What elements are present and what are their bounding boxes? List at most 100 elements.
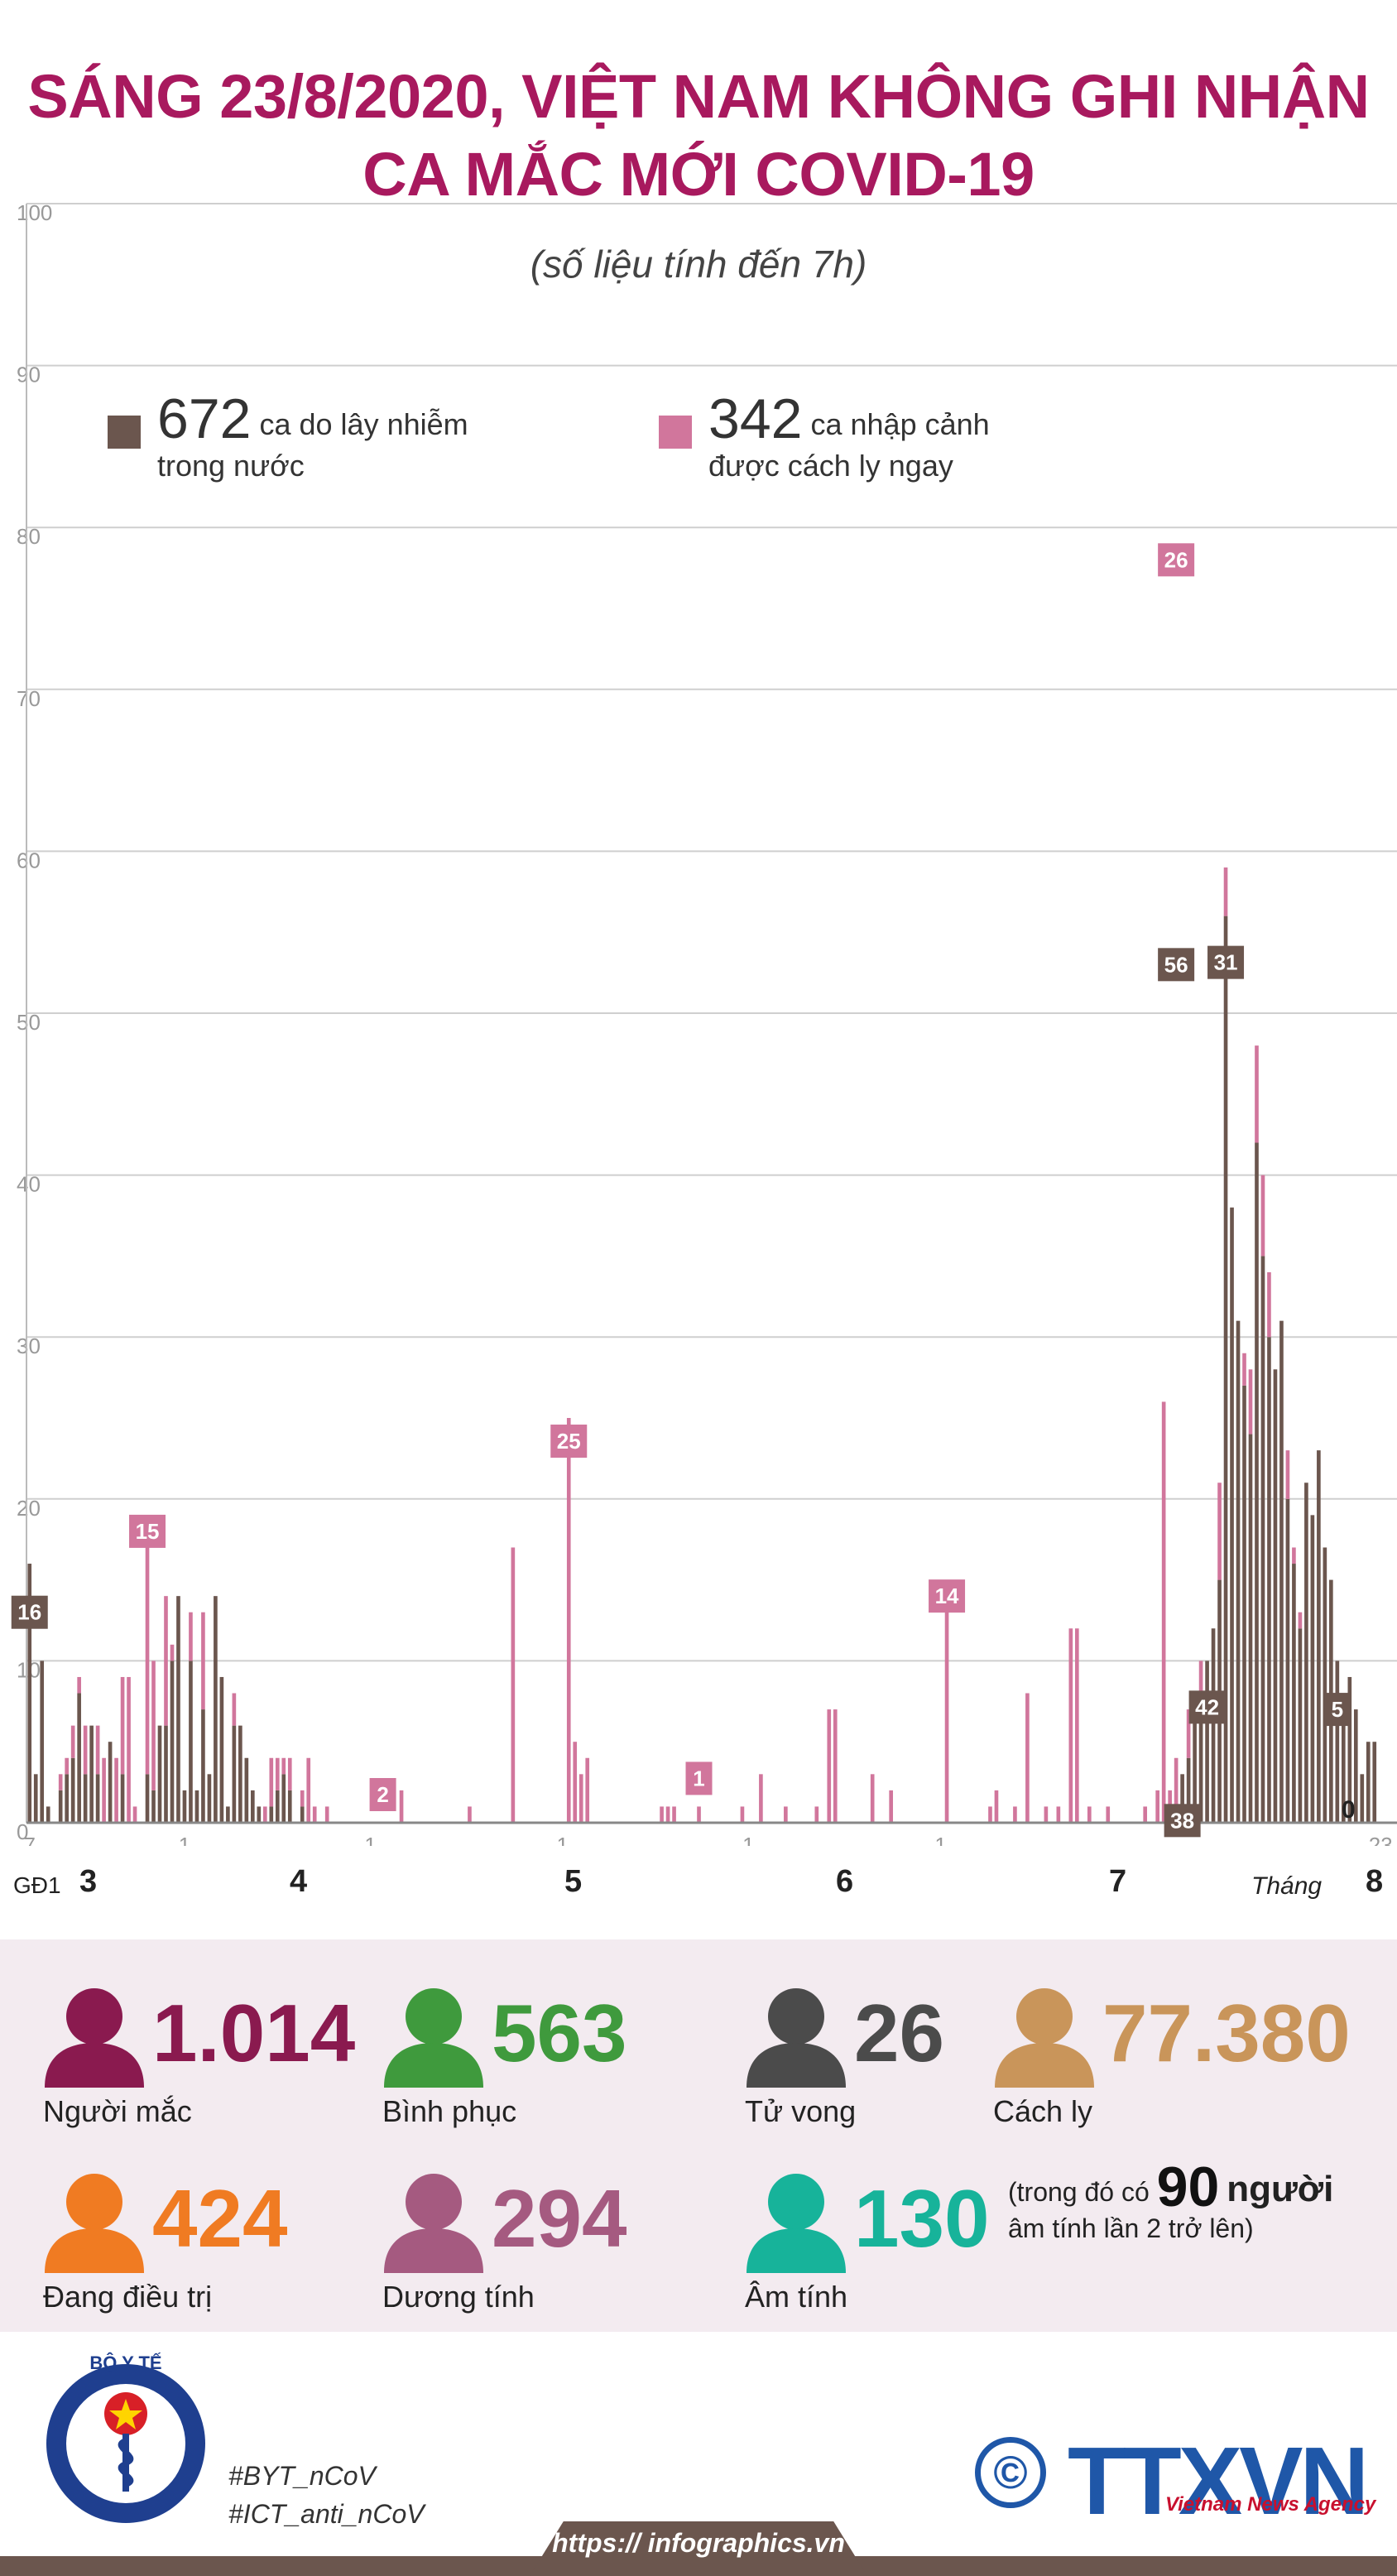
- bar-domestic: [120, 1774, 125, 1823]
- bar-domestic: [157, 1725, 162, 1823]
- stat-value: 77.380: [1102, 1987, 1351, 2079]
- annotation-box: [1188, 1690, 1226, 1724]
- bar-imported: [324, 1806, 329, 1823]
- bar-domestic: [1310, 1515, 1315, 1823]
- bar-imported: [164, 1596, 168, 1726]
- footer-tab: [530, 2521, 867, 2576]
- legend-imported-value: 342: [708, 387, 803, 450]
- bar-domestic: [1353, 1709, 1358, 1823]
- bar-domestic: [83, 1774, 88, 1823]
- bar-imported: [95, 1725, 100, 1775]
- annotation-box: [1323, 1693, 1351, 1727]
- bar-domestic: [1198, 1693, 1203, 1823]
- title-line-1: SÁNG 23/8/2020, VIỆT NAM KHÔNG GHI NHẬN: [27, 62, 1370, 131]
- negative-note: (trong đó có 90 người âm tính lần 2 trở …: [1008, 2159, 1333, 2247]
- stat-label: Người mắc: [43, 2094, 192, 2128]
- month-label-5: 5: [564, 1864, 583, 1899]
- bar-domestic: [151, 1790, 156, 1823]
- bar-imported: [269, 1757, 274, 1807]
- bar-imported: [1223, 867, 1228, 916]
- bar-domestic: [1279, 1320, 1284, 1823]
- person-icon: [747, 1988, 846, 2088]
- bar-imported: [1013, 1806, 1017, 1823]
- bar-imported: [281, 1757, 286, 1775]
- bar-imported: [585, 1757, 590, 1823]
- legend-swatch-domestic: [108, 416, 141, 449]
- title-line-2: CA MẮC MỚI COVID-19: [362, 140, 1035, 209]
- bar-imported: [1242, 1353, 1246, 1386]
- y-tick-label: 70: [17, 686, 41, 711]
- bar-imported: [1260, 1175, 1265, 1257]
- bar-domestic: [77, 1693, 81, 1823]
- bar-imported: [827, 1709, 832, 1823]
- ministry-top-text: BỘ Y TẾ: [89, 2353, 162, 2373]
- bar-domestic: [1248, 1434, 1253, 1823]
- bar-imported: [1155, 1790, 1159, 1823]
- month-label-4: 4: [290, 1864, 308, 1899]
- bar-domestic: [1193, 1709, 1197, 1823]
- annotation-label: 38: [1170, 1808, 1194, 1833]
- bar-imported: [660, 1806, 664, 1823]
- bar-domestic: [33, 1774, 38, 1823]
- bar-domestic: [27, 1564, 32, 1823]
- legend-imported-label-2: được cách ly ngay: [708, 449, 953, 483]
- bar-domestic: [300, 1806, 305, 1823]
- bar-domestic: [1260, 1256, 1265, 1823]
- bar-imported: [1161, 1401, 1166, 1823]
- bar-domestic: [1180, 1774, 1184, 1823]
- bar-domestic: [1298, 1628, 1303, 1823]
- bar-domestic: [89, 1725, 94, 1823]
- annotation-box: [129, 1514, 166, 1548]
- bar-imported: [170, 1644, 175, 1661]
- bar-imported: [83, 1725, 88, 1775]
- x-tick-label: 7: [24, 1833, 36, 1846]
- bar-domestic: [189, 1660, 193, 1823]
- bar-imported: [870, 1774, 875, 1823]
- bar-domestic: [164, 1725, 168, 1823]
- legend-domestic-value: 672: [157, 387, 252, 450]
- bar-domestic: [269, 1806, 274, 1823]
- stat-label: Dương tính: [382, 2280, 535, 2314]
- annotation-box: [685, 1761, 713, 1795]
- bar-domestic: [95, 1774, 100, 1823]
- page-title: SÁNG 23/8/2020, VIỆT NAM KHÔNG GHI NHẬN …: [0, 58, 1397, 214]
- bar-imported: [287, 1757, 292, 1790]
- bar-domestic: [1285, 1498, 1290, 1823]
- bar-domestic: [287, 1790, 292, 1823]
- annotation-box: [369, 1778, 396, 1811]
- bar-domestic: [1372, 1742, 1377, 1823]
- agency-subtitle: Vietnam News Agency: [1165, 2493, 1376, 2516]
- legend-swatch-imported: [659, 416, 692, 449]
- bar-imported: [573, 1742, 578, 1823]
- month-label-8: 8: [1366, 1864, 1384, 1899]
- bar-domestic: [40, 1660, 45, 1823]
- stat-value: 130: [854, 2173, 990, 2264]
- bar-domestic: [244, 1757, 249, 1823]
- annotation-label: 14: [935, 1584, 959, 1608]
- person-icon: [384, 2174, 483, 2273]
- bar-domestic: [46, 1806, 50, 1823]
- bar-domestic: [1366, 1742, 1371, 1823]
- annotation-box: [550, 1425, 588, 1458]
- bar-imported: [262, 1806, 267, 1823]
- bar-domestic: [194, 1790, 199, 1823]
- bar-domestic: [1342, 1725, 1346, 1823]
- copyright-icon: ©: [975, 2437, 1046, 2508]
- ministry-of-health-logo: [46, 2364, 205, 2523]
- annotation-label: 26: [1164, 547, 1188, 572]
- bar-imported: [232, 1693, 237, 1726]
- bar-imported: [1174, 1757, 1179, 1823]
- bar-imported: [1025, 1693, 1030, 1823]
- bar-domestic: [1242, 1385, 1246, 1823]
- hashtag-2: #ICT_anti_nCoV: [228, 2499, 425, 2529]
- bar-domestic: [1360, 1774, 1365, 1823]
- x-tick-label: 1: [364, 1833, 376, 1846]
- x-axis-title: Tháng: [1251, 1872, 1323, 1900]
- bar-domestic: [1323, 1547, 1327, 1823]
- annotation-label: 42: [1195, 1694, 1219, 1719]
- bar-domestic: [1186, 1757, 1191, 1823]
- bar-imported: [889, 1790, 893, 1823]
- stat-label: Bình phục: [382, 2094, 517, 2128]
- x-tick-label: 1: [742, 1833, 754, 1846]
- bar-domestic: [232, 1725, 237, 1823]
